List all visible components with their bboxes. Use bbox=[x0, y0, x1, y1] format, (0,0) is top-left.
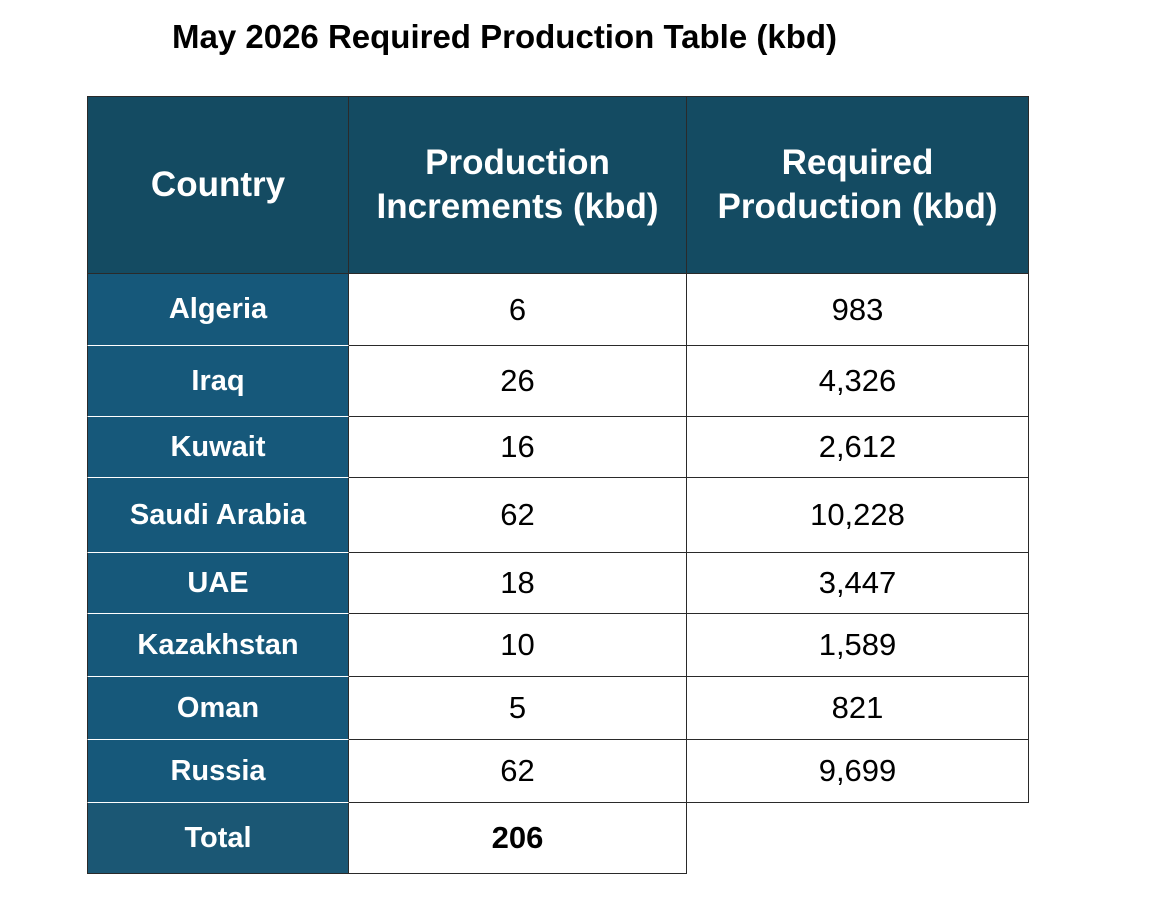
total-label: Total bbox=[87, 803, 349, 874]
row-increment-algeria: 6 bbox=[349, 274, 687, 346]
row-required-russia: 9,699 bbox=[687, 740, 1029, 803]
row-increment-kuwait: 16 bbox=[349, 417, 687, 478]
row-required-iraq: 4,326 bbox=[687, 346, 1029, 417]
row-country-kuwait: Kuwait bbox=[87, 417, 349, 478]
row-required-kazakhstan: 1,589 bbox=[687, 614, 1029, 677]
table-title: May 2026 Required Production Table (kbd) bbox=[172, 18, 838, 55]
row-required-algeria: 983 bbox=[687, 274, 1029, 346]
row-country-algeria: Algeria bbox=[87, 274, 349, 346]
header-country: Country bbox=[87, 96, 349, 274]
total-empty-cell bbox=[687, 803, 1029, 874]
row-country-kazakhstan: Kazakhstan bbox=[87, 614, 349, 677]
row-country-russia: Russia bbox=[87, 740, 349, 803]
header-production-increments: Production Increments (kbd) bbox=[349, 96, 687, 274]
row-increment-iraq: 26 bbox=[349, 346, 687, 417]
row-country-oman: Oman bbox=[87, 677, 349, 740]
row-increment-kazakhstan: 10 bbox=[349, 614, 687, 677]
header-required-line2: Production (kbd) bbox=[717, 187, 998, 226]
row-country-iraq: Iraq bbox=[87, 346, 349, 417]
row-increment-uae: 18 bbox=[349, 553, 687, 614]
row-country-saudi-arabia: Saudi Arabia bbox=[87, 478, 349, 553]
production-table: Country Production Increments (kbd) Requ… bbox=[87, 96, 1029, 874]
row-increment-russia: 62 bbox=[349, 740, 687, 803]
row-required-saudi-arabia: 10,228 bbox=[687, 478, 1029, 553]
row-required-uae: 3,447 bbox=[687, 553, 1029, 614]
row-country-uae: UAE bbox=[87, 553, 349, 614]
header-increments-line2: Increments (kbd) bbox=[376, 187, 659, 226]
row-increment-saudi-arabia: 62 bbox=[349, 478, 687, 553]
header-required-production: Required Production (kbd) bbox=[687, 96, 1029, 274]
header-increments-line1: Production bbox=[425, 143, 610, 183]
total-increment: 206 bbox=[349, 803, 687, 874]
row-required-oman: 821 bbox=[687, 677, 1029, 740]
row-required-kuwait: 2,612 bbox=[687, 417, 1029, 478]
header-required-line1: Required bbox=[781, 143, 934, 183]
header-country-label: Country bbox=[150, 165, 286, 205]
row-increment-oman: 5 bbox=[349, 677, 687, 740]
